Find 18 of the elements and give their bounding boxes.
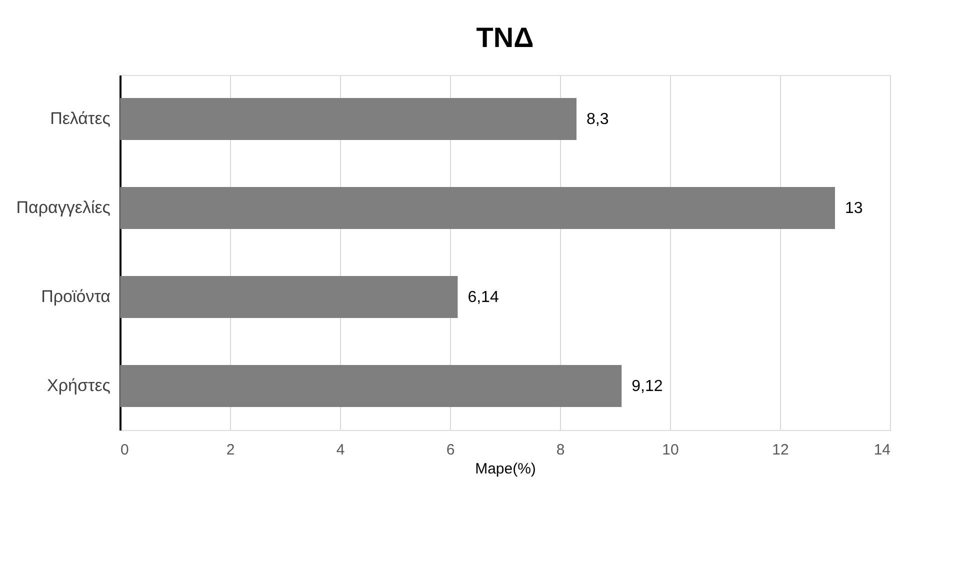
x-tick-label: 10 (662, 442, 679, 458)
data-label: 13 (845, 200, 863, 218)
x-tick-label: 2 (226, 442, 235, 458)
data-label: 9,12 (632, 378, 663, 395)
data-label: 6,14 (468, 288, 499, 306)
x-axis-title: Mape(%) (475, 460, 536, 478)
y-tick-label: Προϊόντα (41, 286, 111, 306)
x-tick-label: 14 (874, 442, 890, 458)
chart-title: ΤΝΔ (476, 22, 534, 53)
data-label: 8,3 (586, 111, 609, 128)
x-tick-label: 0 (120, 442, 129, 458)
x-tick-label: 4 (336, 442, 345, 458)
x-tick-label: 6 (446, 442, 455, 458)
x-tick-label: 12 (772, 442, 789, 458)
y-tick-label: Πελάτες (50, 109, 110, 128)
y-tick-label: Χρήστες (47, 376, 110, 395)
x-tick-label: 8 (556, 442, 565, 458)
y-tick-label: Παραγγελίες (16, 198, 110, 218)
